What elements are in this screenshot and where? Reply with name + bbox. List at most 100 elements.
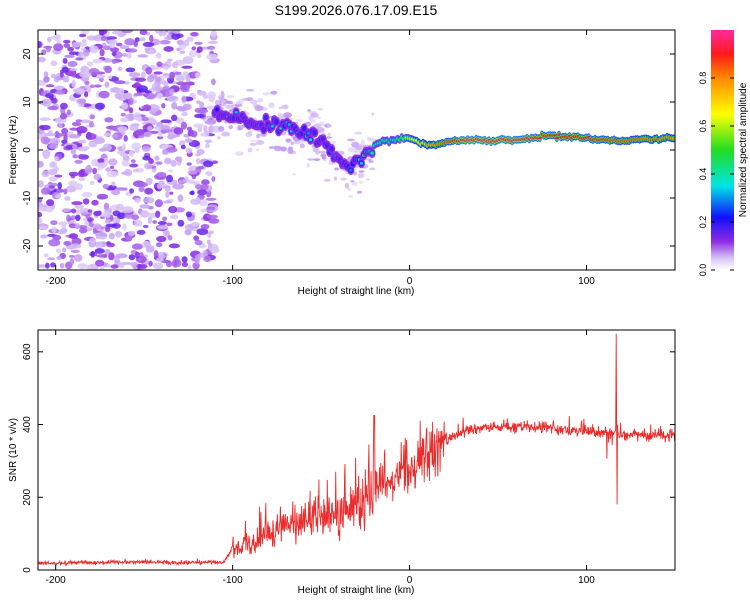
scatter-blob	[287, 148, 294, 154]
noise-blob	[68, 254, 76, 258]
noise-blob	[179, 50, 186, 54]
noise-blob	[149, 34, 154, 43]
noise-blob	[63, 240, 72, 246]
noise-blob	[183, 39, 190, 47]
noise-blob	[49, 161, 58, 169]
scatter-blob	[354, 150, 363, 154]
ridge-core	[287, 123, 291, 127]
scatter-blob	[313, 158, 321, 162]
noise-blob	[208, 230, 214, 234]
scatter-blob	[213, 130, 221, 133]
noise-blob	[78, 177, 86, 182]
noise-blob	[105, 218, 111, 224]
ridge-band	[263, 114, 269, 121]
scatter-blob	[307, 158, 315, 161]
noise-blob	[141, 116, 149, 122]
scatter-blob	[325, 136, 333, 139]
noise-blob	[186, 74, 191, 83]
noise-blob	[170, 160, 177, 167]
noise-blob	[156, 171, 167, 178]
noise-blob	[88, 142, 98, 147]
noise-blob	[119, 262, 126, 266]
noise-blob	[161, 30, 168, 37]
noise-blob	[151, 169, 157, 173]
noise-blob	[45, 93, 54, 99]
noise-blob	[73, 209, 85, 214]
scatter-blob	[254, 105, 263, 112]
noise-blob	[167, 58, 173, 62]
noise-blob	[145, 177, 153, 186]
ridge-core	[234, 110, 238, 114]
snr-series-line	[38, 333, 675, 567]
colorbar-tick-label: 0.0	[698, 264, 708, 277]
noise-blob	[111, 59, 117, 64]
noise-blob	[72, 144, 78, 150]
noise-blob	[38, 211, 43, 218]
noise-blob	[176, 39, 184, 45]
noise-blob	[40, 98, 52, 107]
scatter-blob	[350, 180, 355, 183]
noise-blob	[175, 117, 185, 124]
noise-blob	[168, 169, 173, 173]
scatter-blob	[214, 101, 219, 105]
noise-blob	[100, 266, 105, 270]
noise-blob	[169, 88, 175, 95]
noise-blob	[119, 117, 129, 123]
noise-blob	[171, 102, 178, 110]
noise-blob	[140, 210, 149, 218]
noise-blob	[173, 127, 184, 135]
scatter-blob	[247, 147, 253, 153]
noise-blob	[38, 180, 44, 188]
noise-blob	[158, 253, 166, 259]
noise-blob	[89, 84, 96, 89]
noise-blob	[49, 176, 58, 182]
noise-blob	[71, 237, 82, 246]
noise-blob	[113, 80, 126, 85]
noise-blob	[63, 39, 71, 44]
noise-blob	[136, 264, 148, 269]
noise-blob	[185, 147, 193, 154]
noise-blob	[200, 208, 207, 213]
noise-blob	[38, 160, 44, 168]
noise-blob	[129, 188, 135, 194]
noise-blob	[61, 224, 66, 230]
noise-blob	[184, 228, 192, 236]
scatter-blob	[256, 140, 265, 145]
scatter-blob	[299, 143, 305, 149]
noise-blob	[95, 236, 107, 240]
noise-blob	[106, 242, 115, 248]
noise-blob	[166, 174, 173, 183]
noise-blob	[100, 35, 107, 42]
noise-blob	[142, 224, 149, 229]
noise-blob	[94, 248, 105, 254]
noise-blob	[162, 129, 173, 133]
scatter-blob	[366, 178, 370, 181]
noise-blob	[72, 154, 79, 159]
noise-blob	[87, 61, 94, 67]
noise-blob	[128, 97, 134, 106]
noise-blob	[81, 191, 93, 198]
noise-blob	[161, 103, 166, 109]
noise-blob	[123, 135, 128, 142]
noise-blob	[59, 71, 64, 78]
scatter-blob	[237, 125, 242, 129]
noise-blob	[99, 147, 107, 152]
noise-blob	[44, 132, 56, 137]
scatter-blob	[309, 118, 316, 123]
noise-blob	[43, 76, 50, 83]
scatter-blob	[334, 167, 339, 171]
ridge-core	[359, 161, 364, 165]
noise-blob	[203, 249, 208, 257]
noise-blob	[43, 45, 53, 49]
noise-blob	[74, 87, 86, 95]
scatter-blob	[256, 148, 260, 151]
noise-blob	[102, 183, 109, 190]
noise-blob	[133, 41, 139, 47]
noise-blob	[61, 247, 67, 253]
noise-blob	[206, 206, 216, 211]
scatter-blob	[283, 112, 292, 118]
noise-blob	[122, 206, 134, 214]
noise-blob	[207, 91, 217, 100]
scatter-blob	[348, 195, 353, 198]
noise-blob	[117, 66, 123, 71]
